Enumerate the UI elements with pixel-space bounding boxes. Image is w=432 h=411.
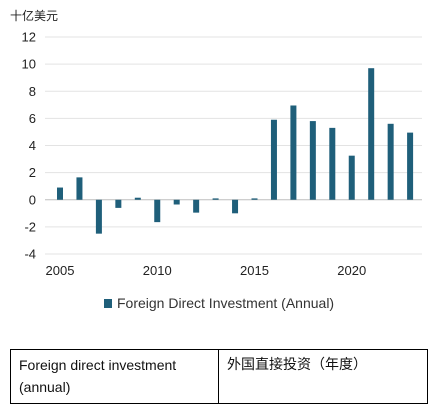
y-axis-ticks: -4 -2 0 2 4 6 8 10 12 <box>22 30 36 262</box>
y-tick-label: -2 <box>24 219 36 234</box>
fdi-bar-chart: 十亿美元 -4 -2 0 2 4 6 8 10 12 2005 2010 2015 2020 <box>10 8 422 278</box>
y-tick-label: 12 <box>22 30 36 45</box>
bar-2009 <box>134 197 141 200</box>
y-tick-label: 0 <box>29 192 36 207</box>
y-tick-label: 8 <box>29 84 36 99</box>
bar-2022 <box>387 123 394 200</box>
y-tick-label: 6 <box>29 111 36 126</box>
bar-2005 <box>57 187 63 200</box>
bar-2016 <box>270 119 277 200</box>
legend: Foreign Direct Investment (Annual) <box>104 295 334 311</box>
bar-2006 <box>76 177 83 200</box>
bar-2015 <box>251 198 258 200</box>
y-tick-label: 4 <box>29 138 36 153</box>
table-row: Foreign direct investment (annual) 外国直接投… <box>10 349 428 404</box>
bar-2011 <box>173 199 180 205</box>
table-cell-chinese: 外国直接投资（年度） <box>218 349 428 404</box>
bar-2017 <box>290 105 297 200</box>
bar-2012 <box>193 199 200 213</box>
x-tick-label: 2010 <box>143 263 172 278</box>
bar-2013 <box>212 198 219 200</box>
x-tick-label: 2015 <box>240 263 269 278</box>
table-cell-english: Foreign direct investment (annual) <box>10 349 219 404</box>
bar-2023 <box>407 132 414 200</box>
y-tick-label: 10 <box>22 57 36 72</box>
legend-label: Foreign Direct Investment (Annual) <box>117 295 335 311</box>
x-axis-ticks: 2005 2010 2015 2020 <box>46 263 367 278</box>
unit-label: 十亿美元 <box>10 8 58 23</box>
y-tick-label: -4 <box>24 247 36 262</box>
bar-2019 <box>329 127 336 200</box>
label-table: Foreign direct investment (annual) 外国直接投… <box>10 349 428 404</box>
legend-swatch <box>104 298 112 308</box>
bar-2010 <box>154 199 161 223</box>
bar-2018 <box>309 121 316 200</box>
y-tick-label: 2 <box>29 165 36 180</box>
bar-2008 <box>115 199 122 208</box>
bar-2014 <box>232 199 239 214</box>
x-tick-label: 2020 <box>337 263 366 278</box>
bar-2007 <box>95 199 102 234</box>
x-tick-label: 2005 <box>46 263 75 278</box>
bar-2020 <box>348 155 355 200</box>
bar-2021 <box>368 68 375 200</box>
bar-series <box>57 68 414 234</box>
